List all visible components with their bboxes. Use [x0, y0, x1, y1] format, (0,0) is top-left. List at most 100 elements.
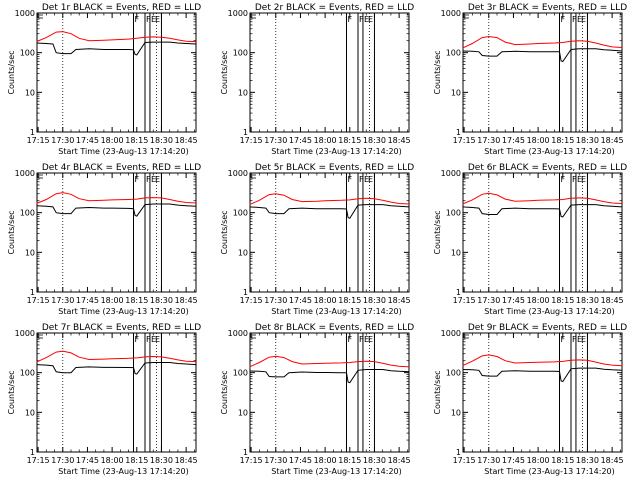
x-tick-label: 18:00 — [314, 136, 337, 145]
plot-frame — [249, 12, 410, 133]
y-tick-label: 10 — [238, 408, 248, 417]
y-tick-label: 1000 — [15, 169, 35, 178]
lld-series-line — [462, 35, 623, 49]
y-tick-label: 100 — [233, 369, 248, 378]
flag-label: E — [581, 335, 586, 344]
x-tick-label: 18:00 — [527, 296, 550, 305]
flag-label: E — [577, 15, 582, 24]
x-tick-label: 18:15 — [338, 136, 361, 145]
x-tick-label: 18:00 — [101, 136, 124, 145]
x-tick-label: 18:30 — [363, 296, 386, 305]
plot-frame — [249, 332, 410, 453]
y-tick-label: 1000 — [441, 169, 461, 178]
x-tick-label: 18:30 — [150, 296, 173, 305]
flag-label: E — [368, 15, 373, 24]
x-tick-label: 17:15 — [240, 456, 263, 465]
plot-frame — [36, 172, 197, 293]
y-tick-label: 1 — [30, 448, 35, 457]
x-tick-label: 18:45 — [388, 456, 411, 465]
x-axis-label: Start Time (23-Aug-13 17:14:20) — [58, 467, 189, 476]
flag-label: F — [560, 15, 565, 24]
x-tick-label: 18:15 — [551, 456, 574, 465]
y-tick-label: 1000 — [15, 9, 35, 18]
x-axis-label: Start Time (23-Aug-13 17:14:20) — [271, 147, 402, 156]
plot-frame — [462, 172, 623, 293]
y-tick-label: 10 — [25, 88, 35, 97]
y-tick-label: 1000 — [441, 329, 461, 338]
x-tick-label: 18:45 — [601, 136, 624, 145]
y-tick-label: 1000 — [228, 169, 248, 178]
x-axis-label: Start Time (23-Aug-13 17:14:20) — [271, 467, 402, 476]
detector-panel: Det 7r BLACK = Events, RED = LLD Counts/s… — [7, 323, 201, 476]
y-tick-label: 1000 — [441, 9, 461, 18]
panel-title: Det 3r BLACK = Events, RED = LLD — [468, 3, 627, 13]
y-axis-label: Counts/sec — [220, 370, 229, 414]
x-tick-label: 18:15 — [338, 456, 361, 465]
x-tick-label: 18:15 — [125, 296, 148, 305]
events-series-line — [36, 203, 197, 217]
flag-label: E — [364, 175, 369, 184]
x-tick-label: 17:30 — [264, 456, 287, 465]
lld-series-line — [462, 192, 623, 205]
y-tick-label: 1 — [456, 448, 461, 457]
x-axis-label: Start Time (23-Aug-13 17:14:20) — [58, 147, 189, 156]
flag-label: F — [134, 175, 139, 184]
x-tick-label: 18:30 — [150, 136, 173, 145]
y-axis-label: Counts/sec — [7, 50, 16, 94]
plot-frame — [36, 12, 197, 133]
x-tick-label: 18:00 — [101, 296, 124, 305]
x-tick-label: 17:45 — [289, 136, 312, 145]
detector-panel: Det 3r BLACK = Events, RED = LLD Counts/s… — [433, 3, 627, 156]
x-tick-label: 18:45 — [388, 296, 411, 305]
plot-frame — [36, 332, 197, 453]
panel-title: Det 9r BLACK = Events, RED = LLD — [468, 323, 627, 333]
flag-label: E — [151, 175, 156, 184]
y-tick-label: 1 — [243, 448, 248, 457]
lld-series-line — [249, 355, 410, 368]
y-tick-label: 100 — [233, 49, 248, 58]
x-axis-label: Start Time (23-Aug-13 17:14:20) — [484, 307, 615, 316]
flag-label: E — [151, 15, 156, 24]
flag-label: F — [347, 335, 352, 344]
flag-label: F — [572, 175, 577, 184]
flag-label: F — [146, 335, 151, 344]
y-tick-label: 1 — [456, 128, 461, 137]
flag-label: F — [146, 15, 151, 24]
y-tick-label: 10 — [25, 408, 35, 417]
flag-label: E — [151, 335, 156, 344]
y-tick-label: 1 — [243, 128, 248, 137]
x-tick-label: 17:30 — [264, 136, 287, 145]
flag-label: E — [581, 15, 586, 24]
flag-label: E — [368, 175, 373, 184]
flag-label: F — [560, 335, 565, 344]
lld-series-line — [36, 31, 197, 43]
y-tick-label: 100 — [20, 209, 35, 218]
flag-label: E — [577, 335, 582, 344]
detector-panel: Det 8r BLACK = Events, RED = LLD Counts/s… — [220, 323, 414, 476]
y-tick-label: 100 — [446, 209, 461, 218]
y-tick-label: 10 — [238, 248, 248, 257]
x-tick-label: 18:15 — [551, 136, 574, 145]
x-tick-label: 17:30 — [477, 296, 500, 305]
flag-label: F — [359, 15, 364, 24]
events-series-line — [462, 367, 623, 383]
events-series-line — [462, 48, 623, 63]
y-axis-label: Counts/sec — [433, 370, 442, 414]
panel-title: Det 1r BLACK = Events, RED = LLD — [42, 3, 201, 13]
y-tick-label: 10 — [451, 248, 461, 257]
x-tick-label: 18:45 — [175, 456, 198, 465]
y-axis-label: Counts/sec — [220, 210, 229, 254]
flag-label: E — [364, 15, 369, 24]
x-tick-label: 18:00 — [527, 136, 550, 145]
y-axis-label: Counts/sec — [7, 210, 16, 254]
flag-label: F — [359, 175, 364, 184]
x-tick-label: 18:45 — [388, 136, 411, 145]
y-tick-label: 100 — [20, 49, 35, 58]
y-axis-label: Counts/sec — [433, 210, 442, 254]
y-tick-label: 1 — [30, 128, 35, 137]
detector-panel: Det 9r BLACK = Events, RED = LLD Counts/s… — [433, 323, 627, 476]
x-tick-label: 17:45 — [502, 136, 525, 145]
x-tick-label: 17:15 — [453, 136, 476, 145]
